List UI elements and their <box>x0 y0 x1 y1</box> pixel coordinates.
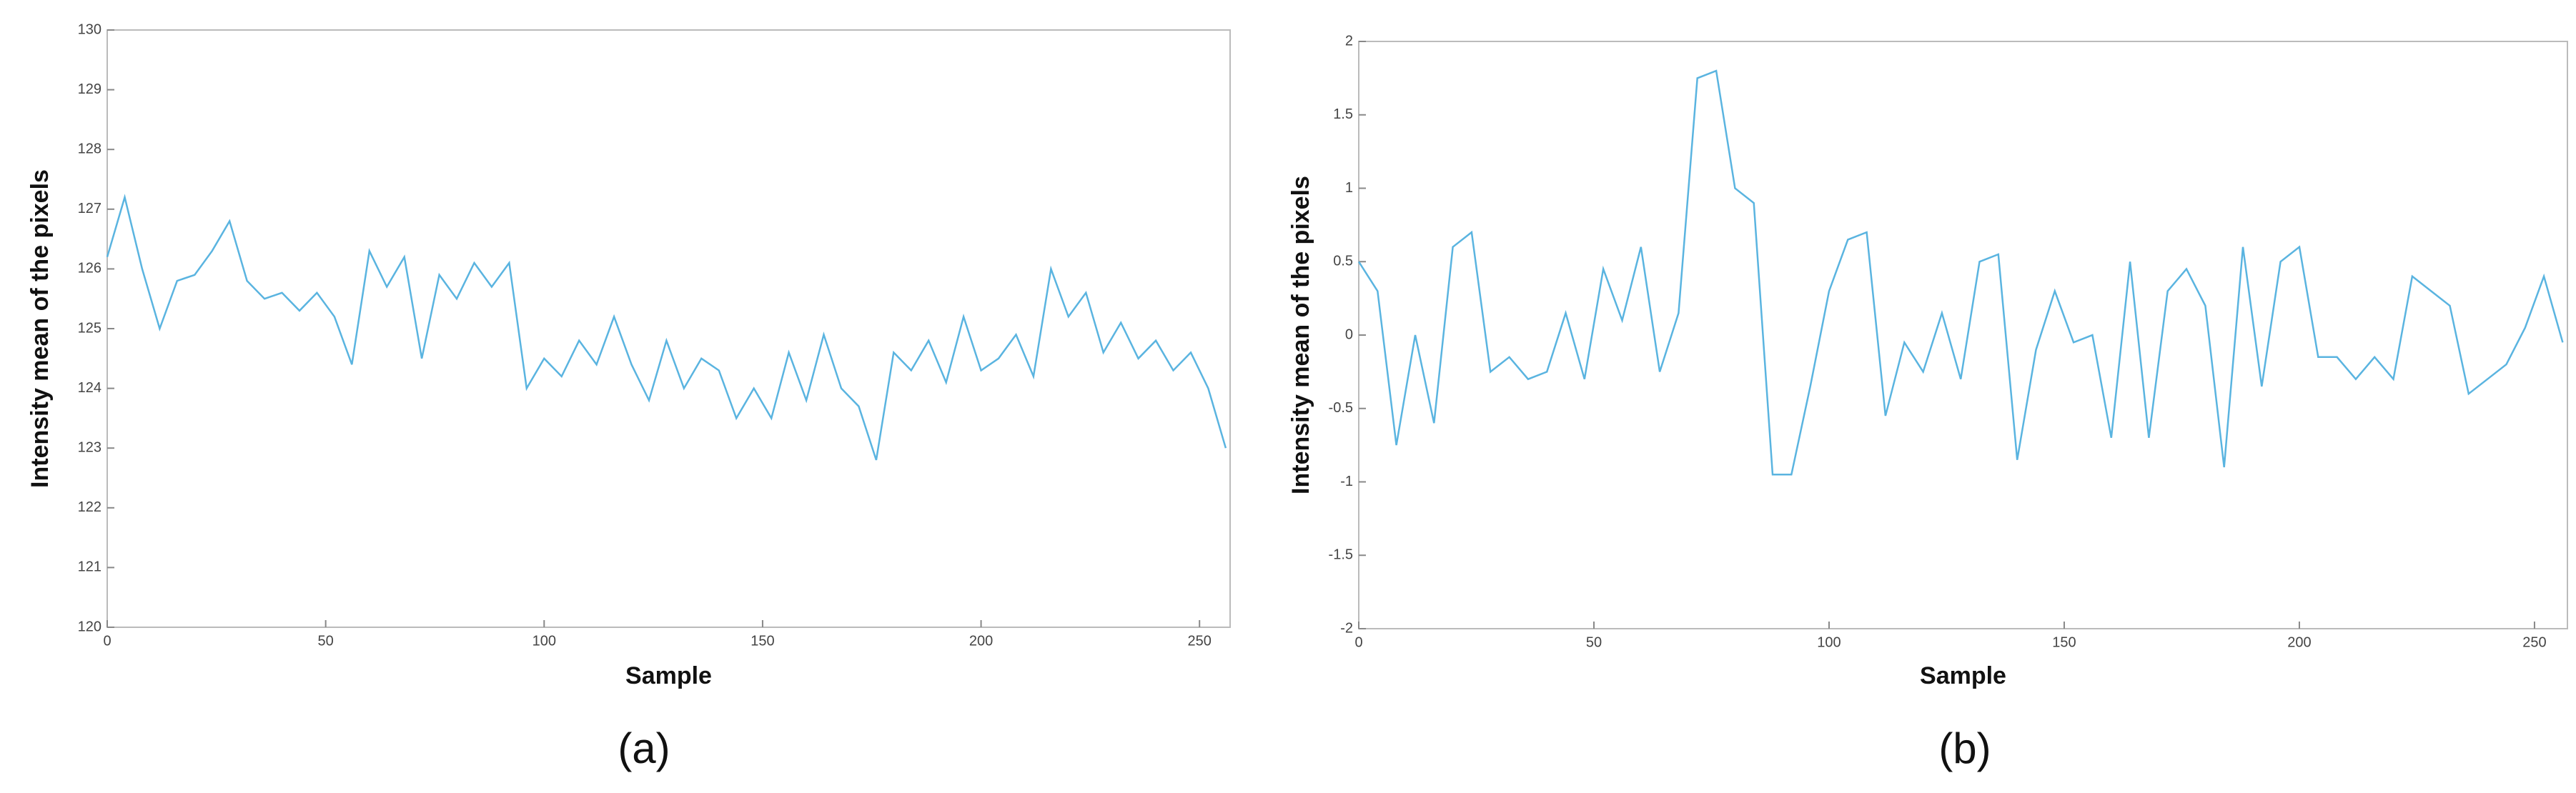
y-tick-label: 128 <box>78 141 101 156</box>
x-tick-label: 0 <box>103 633 111 649</box>
y-tick-label: 122 <box>78 499 101 515</box>
y-tick-label: 2 <box>1345 33 1353 49</box>
x-axis-label: Sample <box>625 662 712 689</box>
y-tick-label: -1 <box>1340 474 1353 489</box>
y-tick-label: 0 <box>1345 326 1353 342</box>
caption: (a) <box>618 724 670 772</box>
y-tick-label: -1.5 <box>1329 547 1353 563</box>
data-line <box>1357 69 2564 476</box>
x-tick-label: 200 <box>969 633 993 649</box>
x-tick-label: 250 <box>1188 633 1212 649</box>
y-tick-label: 1.5 <box>1333 106 1353 122</box>
x-tick-label: 150 <box>750 633 774 649</box>
y-axis-label: Intensity mean of the pixels <box>26 169 54 488</box>
y-tick-label: 126 <box>78 261 101 276</box>
x-tick-label: 200 <box>2287 634 2311 650</box>
x-tick-label: 250 <box>2522 634 2546 650</box>
x-tick-label: 0 <box>1354 634 1362 650</box>
x-tick-label: 50 <box>318 633 334 649</box>
x-tick-label: 50 <box>1586 634 1602 650</box>
y-tick-label: 121 <box>78 559 101 575</box>
y-tick-label: 125 <box>78 320 101 336</box>
x-tick-label: 100 <box>532 633 556 649</box>
y-tick-label: 0.5 <box>1333 254 1353 269</box>
x-tick-label: 100 <box>1817 634 1841 650</box>
y-tick-label: 129 <box>78 81 101 97</box>
y-tick-label: 130 <box>78 21 101 37</box>
y-tick-label: -0.5 <box>1329 400 1353 416</box>
y-tick-label: 1 <box>1345 180 1353 196</box>
plot-area <box>1358 41 2568 629</box>
y-tick-label: 123 <box>78 439 101 455</box>
y-axis-label: Intensity mean of the pixels <box>1287 176 1314 494</box>
y-tick-label: -2 <box>1340 620 1353 636</box>
y-tick-label: 120 <box>78 619 101 634</box>
x-tick-label: 150 <box>2052 634 2076 650</box>
caption: (b) <box>1938 724 1991 772</box>
y-tick-label: 127 <box>78 201 101 216</box>
x-axis-label: Sample <box>1920 662 2006 689</box>
data-line <box>106 194 1227 461</box>
y-tick-label: 124 <box>78 380 101 396</box>
plot-area <box>106 29 1231 628</box>
